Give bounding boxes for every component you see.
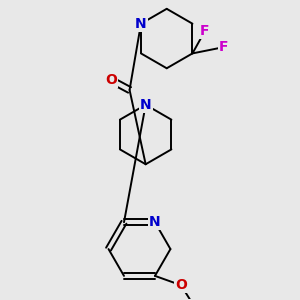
Text: N: N	[135, 17, 147, 31]
Text: N: N	[140, 98, 152, 112]
Text: F: F	[219, 40, 228, 54]
Text: F: F	[200, 24, 210, 38]
Text: O: O	[105, 73, 117, 87]
Text: N: N	[149, 215, 161, 229]
Text: O: O	[175, 278, 187, 292]
